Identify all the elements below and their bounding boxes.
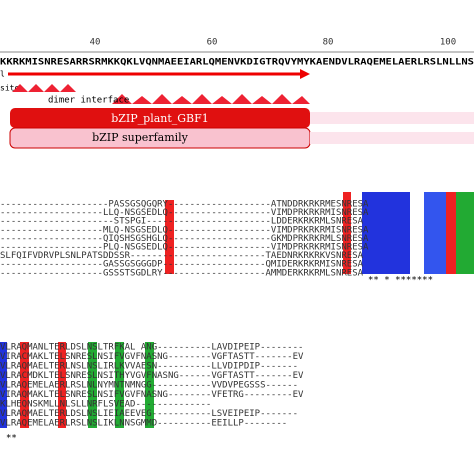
alignment-row: -------------------GASSGSGGGDP----------…: [0, 260, 364, 270]
alignment-row: -------------------MLQ-NSGSEDLQ---------…: [0, 225, 369, 235]
alignment-row: VLRAQMAELTERLDSLNSLIEIAEEVEG-----------L…: [0, 409, 298, 419]
ruler-label: 100: [440, 38, 456, 48]
ruler-label: 60: [207, 38, 218, 48]
alignment-row: ---------------------STSPGI-------------…: [0, 217, 364, 227]
alignment-row: -------------------QIQSHSGSHGLQ---------…: [0, 234, 369, 244]
highlights-2: [0, 342, 154, 428]
conservation-stars: **: [6, 434, 17, 444]
query-sequence: KKRKMISNRESARRSRMKKQKLVQNMAEEIARLQMENVKD…: [0, 58, 474, 68]
domain-label: bZIP_plant_GBF1: [111, 112, 209, 125]
superfamily-label: bZIP superfamily: [92, 131, 189, 144]
feature-label: dimer interface: [48, 96, 129, 106]
feature-label: site: [0, 84, 19, 93]
ruler-label: 80: [323, 38, 334, 48]
alignment-row: -------------------GSSSTSGDLRY----------…: [0, 268, 364, 278]
ruler-label: 40: [90, 38, 101, 48]
alignment-row: --------------------PASSGSQGQRY---------…: [0, 200, 369, 210]
superfamily-extension: [310, 132, 474, 144]
alignment-row: VIRAQMAKLTELSNRESLNSIFVGVFNASNG--------V…: [0, 390, 304, 400]
domain-extension: [310, 112, 474, 124]
alignment-row: VLRACMDKLTELSNRESLNSITHYVGVFNASNG------V…: [0, 371, 304, 381]
alignment-row: VLRAQEMELAERLRSLNLNYMNTNMNGG-----------V…: [0, 381, 298, 391]
alignment-row: VLRAQMANLTERLDSLNSLTRFKAL ANG----------L…: [0, 343, 303, 353]
highlights-1: [165, 192, 474, 274]
alignment-row: -------------------PLQ-NSGSEDLQ---------…: [0, 243, 369, 253]
feature-label: l: [0, 70, 5, 79]
site-marks: [12, 84, 310, 104]
domain-bar: [10, 108, 310, 128]
arrow-head: [300, 69, 310, 79]
conservation-stars: ** * *******: [368, 276, 433, 286]
alignment-row: VLRAQEMELAERLRSLNSLIKLNNSGMMD----------E…: [0, 419, 287, 429]
alignment-row: KLHEQNSKMLLNLSLLNRFLSVEAD--------------: [0, 400, 211, 410]
alignment-row: SLFQIFVDRVPLSNLPATSDDSSR----------------…: [0, 251, 364, 261]
alignment-row: VLRAQMAELTERLNSLNSLIRLKVVAESN----------L…: [0, 362, 298, 372]
alignment-row: -------------------LLQ-NSGSEDLQ---------…: [0, 208, 369, 218]
alignment-row: VIRACMAKLTELSNRESLNSIFVGVFNASNG--------V…: [0, 352, 304, 362]
